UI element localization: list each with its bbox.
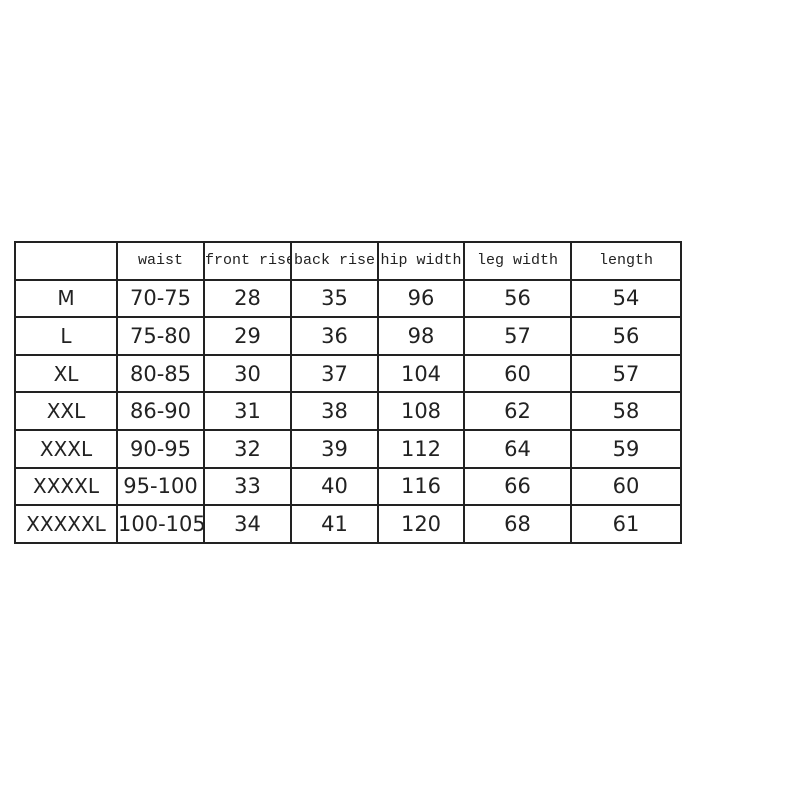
header-row: waist front rise back rise hip width leg wid… xyxy=(14,241,682,281)
size-row: XXXXXL 100-105 34 41 120 68 61 xyxy=(14,504,682,544)
measure-cell: 120 xyxy=(377,504,465,544)
measure-cell: 59 xyxy=(570,428,682,469)
size-row: XXXL 90-95 32 39 112 64 59 xyxy=(14,428,682,469)
header-cell: length xyxy=(570,241,682,281)
measure-cell: 62 xyxy=(463,391,572,431)
measure-cell: 31 xyxy=(203,391,292,431)
measure-cell: 60 xyxy=(463,353,572,394)
measure-cell: 29 xyxy=(203,316,292,356)
size-row: L 75-80 29 36 98 57 56 xyxy=(14,316,682,356)
measure-cell: 41 xyxy=(290,504,379,544)
measure-cell: 70-75 xyxy=(116,278,205,319)
size-cell: XXXL xyxy=(14,428,118,469)
measure-cell: 75-80 xyxy=(116,316,205,356)
header-cell: hip width xyxy=(377,241,465,281)
measure-cell: 32 xyxy=(203,428,292,469)
measure-cell: 64 xyxy=(463,428,572,469)
size-cell: XXXXXL xyxy=(14,504,118,544)
size-cell: XL xyxy=(14,353,118,394)
measure-cell: 100-105 xyxy=(116,504,205,544)
measure-cell: 34 xyxy=(203,504,292,544)
measure-cell: 35 xyxy=(290,278,379,319)
header-cell: waist xyxy=(116,241,205,281)
measure-cell: 56 xyxy=(463,278,572,319)
size-cell: M xyxy=(14,278,118,319)
size-row: XXXXL 95-100 33 40 116 66 60 xyxy=(14,466,682,507)
measure-cell: 33 xyxy=(203,466,292,507)
measure-cell: 61 xyxy=(570,504,682,544)
size-cell: XXXXL xyxy=(14,466,118,507)
measure-cell: 28 xyxy=(203,278,292,319)
measure-cell: 116 xyxy=(377,466,465,507)
measure-cell: 112 xyxy=(377,428,465,469)
header-cell: front rise xyxy=(203,241,292,281)
measure-cell: 30 xyxy=(203,353,292,394)
measure-cell: 108 xyxy=(377,391,465,431)
size-cell: XXL xyxy=(14,391,118,431)
measure-cell: 38 xyxy=(290,391,379,431)
header-cell: leg width xyxy=(463,241,572,281)
size-row: XL 80-85 30 37 104 60 57 xyxy=(14,353,682,394)
measure-cell: 104 xyxy=(377,353,465,394)
size-table: waist front rise back rise hip width leg wid… xyxy=(14,241,682,544)
measure-cell: 95-100 xyxy=(116,466,205,507)
measure-cell: 60 xyxy=(570,466,682,507)
measure-cell: 86-90 xyxy=(116,391,205,431)
measure-cell: 98 xyxy=(377,316,465,356)
measure-cell: 58 xyxy=(570,391,682,431)
corner-cell xyxy=(14,241,118,281)
measure-cell: 90-95 xyxy=(116,428,205,469)
size-cell: L xyxy=(14,316,118,356)
table-body: waist front rise back rise hip width leg wid… xyxy=(14,241,682,544)
measure-cell: 96 xyxy=(377,278,465,319)
size-row: XXL 86-90 31 38 108 62 58 xyxy=(14,391,682,431)
measure-cell: 80-85 xyxy=(116,353,205,394)
header-cell: back rise xyxy=(290,241,379,281)
measure-cell: 57 xyxy=(463,316,572,356)
measure-cell: 57 xyxy=(570,353,682,394)
measure-cell: 66 xyxy=(463,466,572,507)
measure-cell: 37 xyxy=(290,353,379,394)
measure-cell: 40 xyxy=(290,466,379,507)
size-row: M 70-75 28 35 96 56 54 xyxy=(14,278,682,319)
measure-cell: 56 xyxy=(570,316,682,356)
measure-cell: 36 xyxy=(290,316,379,356)
measure-cell: 68 xyxy=(463,504,572,544)
measure-cell: 54 xyxy=(570,278,682,319)
measure-cell: 39 xyxy=(290,428,379,469)
